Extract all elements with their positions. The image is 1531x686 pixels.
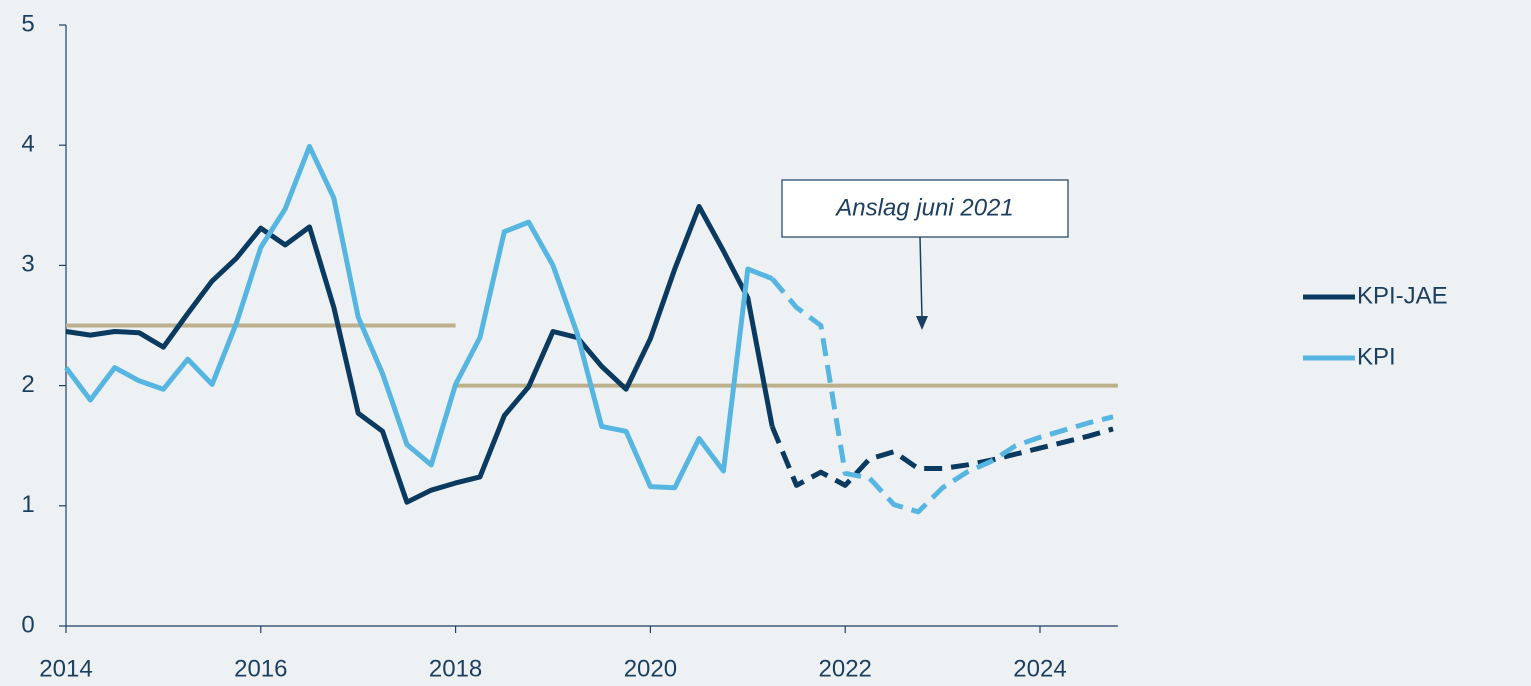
x-tick-label: 2016	[234, 655, 287, 682]
series-line	[65, 204, 775, 505]
legend-label: KPI	[1357, 343, 1396, 370]
annotation-arrow	[919, 236, 923, 319]
series-line	[64, 143, 774, 491]
x-tick-label: 2022	[819, 655, 872, 682]
x-tick-label: 2020	[624, 655, 677, 682]
y-tick-label: 5	[21, 10, 34, 37]
y-tick-label: 4	[21, 131, 34, 158]
legend-label: KPI-JAE	[1357, 282, 1448, 309]
x-tick-label: 2014	[39, 655, 92, 682]
y-tick-label: 3	[21, 251, 34, 278]
y-tick-label: 2	[21, 371, 34, 398]
plot: 0 1 2 3 4 5 2014 2016 2018 2020 2022 2024 KPI-JAE KPI	[21, 10, 1447, 682]
x-tick-label: 2018	[429, 655, 482, 682]
y-tick-label: 1	[21, 491, 34, 518]
x-tick-label: 2024	[1013, 655, 1066, 682]
forecast-line	[770, 277, 1114, 515]
annotation: Anslag juni 2021	[834, 194, 1013, 221]
annotation-box	[781, 179, 1069, 238]
y-tick-label: 0	[21, 611, 34, 638]
arrow-head	[916, 316, 928, 330]
